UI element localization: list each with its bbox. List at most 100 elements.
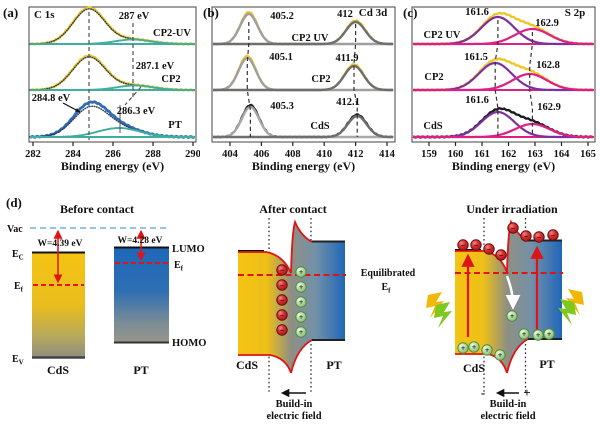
panel-letter-d: (d) [6, 195, 22, 210]
component-peak-curve [413, 72, 593, 92]
electron-sphere [483, 243, 495, 255]
charge-spheres: − − −−−− − −+ + ++++ + + [457, 222, 559, 361]
electron-sphere [547, 229, 559, 241]
axis-tick-label: 160 [448, 149, 464, 160]
hole-sphere [494, 349, 506, 361]
electron-sphere-symbol: − [461, 241, 466, 250]
ef-label-cds: Ef [14, 281, 24, 294]
annotation-label: 286.3 eV [117, 106, 156, 117]
homo-label: HOMO [172, 338, 206, 349]
electron-sphere-symbol: − [280, 266, 285, 275]
section-title: After contact [259, 202, 326, 216]
axis-tick-label: 161 [474, 149, 490, 160]
section-title: Under irradiation [466, 202, 558, 216]
annotation-label: CP2 UV [291, 33, 328, 44]
hole-sphere-symbol: + [299, 268, 304, 277]
component-peak-curve [213, 64, 393, 92]
hole-sphere-symbol: + [522, 330, 527, 339]
electron-sphere-symbol: − [511, 224, 516, 233]
electron-sphere [507, 222, 519, 234]
axis-tick-label: 408 [285, 149, 301, 160]
electron-sphere-symbol: − [280, 326, 285, 335]
ec-label: EC [12, 249, 24, 262]
section-before-contact: (d) Before contact Vac W=4.39 eV W=4.28 … [6, 195, 206, 377]
axis-tick-label: 286 [105, 149, 121, 160]
axis-tick-label: 162 [501, 149, 517, 160]
annotation-label: CP2 [424, 72, 443, 83]
electron-sphere-symbol: − [499, 251, 504, 260]
pt-material-label: PT [133, 363, 148, 377]
electron-sphere [457, 239, 469, 251]
annotation-label: 162.8 [536, 60, 560, 71]
electron-sphere [470, 239, 482, 251]
charge-spheres: − − − − − + + + + + [276, 264, 307, 338]
electron-sphere-symbol: − [280, 281, 285, 290]
raw-data-curve [212, 54, 394, 92]
component-peak-curve [213, 56, 393, 92]
section-under-irradiation: Under irradiation − − −−−− − −+ + ++++ + + CdS P… [426, 202, 584, 422]
annotation-label: 161.5 [464, 52, 488, 63]
xps-panel-s2p: 159 160 161 162 163 164 165 Binding energy (eV)… [403, 5, 596, 173]
field-label-1: Build-in [490, 399, 527, 410]
band-bending-curve [290, 339, 313, 374]
annotation-label: 412.1 [336, 97, 360, 108]
light-bolt-icon [426, 292, 444, 318]
hole-sphere [457, 342, 469, 354]
pointer-arrowhead [75, 108, 80, 112]
hole-sphere-symbol: + [547, 330, 552, 339]
light-bolt-icon [566, 289, 584, 315]
equilibrated-label: Equilibrated [361, 268, 416, 279]
band-bending-curve [238, 354, 292, 374]
pt-material-label: PT [539, 357, 554, 371]
hole-sphere [295, 266, 307, 278]
hole-sphere-symbol: + [510, 312, 515, 321]
lumo-label: LUMO [172, 244, 205, 255]
annotation-label: CP2 UV [423, 30, 460, 41]
band-bending-curve [238, 251, 292, 274]
annotation-label: Cd 3d [359, 7, 387, 19]
panel-letter: (b) [203, 5, 219, 20]
band-bending-curve [290, 219, 313, 274]
hole-sphere-symbol: + [485, 346, 490, 355]
axis-tick-label: 282 [25, 149, 41, 160]
component-peak-curve [413, 122, 593, 139]
hole-sphere-symbol: + [536, 331, 541, 340]
annotation-label: 161.6 [465, 95, 489, 106]
annotation-label: 162.9 [535, 18, 559, 29]
component-peak-curve [213, 114, 393, 139]
axis-tick-label: 164 [554, 149, 571, 160]
hole-sphere [532, 329, 544, 341]
annotation-label: 411.9 [335, 53, 358, 64]
equilibrated-ef-label: Ef [381, 282, 391, 295]
band-diagram-panel: (d) Before contact Vac W=4.39 eV W=4.28 … [6, 195, 584, 422]
component-peak-curve [213, 20, 393, 46]
cds-material-label: CdS [47, 363, 69, 377]
plot-frame [411, 6, 596, 143]
annotation-label: CP2 [311, 74, 330, 85]
component-peak-curve [30, 38, 195, 45]
electron-sphere-symbol: − [474, 241, 479, 250]
electron-sphere [276, 294, 288, 306]
annotation-label: C 1s [34, 9, 55, 21]
electron-sphere [533, 231, 545, 243]
cds-material-label: CdS [463, 361, 485, 375]
annotation-label: CdS [423, 121, 442, 132]
electron-sphere [276, 279, 288, 291]
hole-sphere-symbol: + [472, 343, 477, 352]
annotation-label: 412 [337, 9, 353, 20]
hole-sphere [295, 311, 307, 323]
guide-line [353, 24, 358, 137]
hole-sphere [295, 326, 307, 338]
positive-sign: + [523, 385, 530, 400]
annotation-label: 287 eV [119, 11, 150, 22]
axis-title: Binding energy (eV) [452, 159, 555, 173]
guide-line [529, 32, 533, 137]
axis-title: Binding energy (eV) [252, 159, 355, 173]
hole-sphere-symbol: + [498, 351, 503, 360]
electron-sphere [495, 249, 507, 261]
hole-sphere-symbol: + [299, 313, 304, 322]
electron-sphere-symbol: − [551, 231, 556, 240]
hole-sphere [518, 328, 530, 340]
annotation-label: PT [168, 120, 181, 131]
